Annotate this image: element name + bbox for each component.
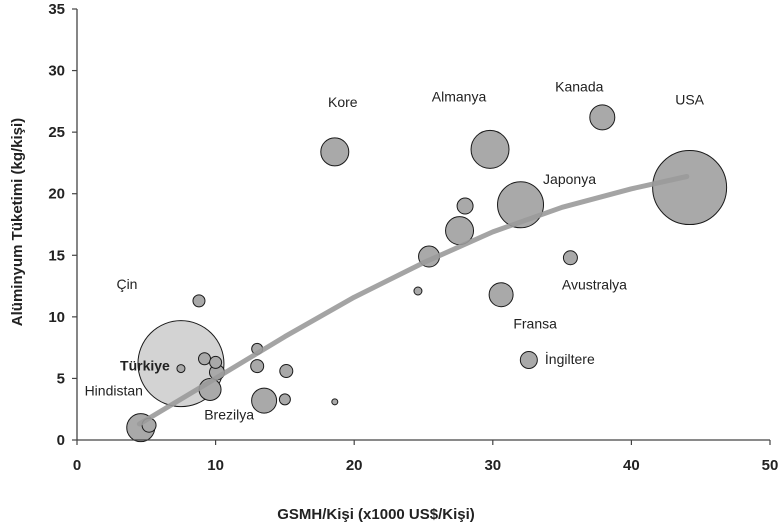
bubble-point bbox=[413, 286, 423, 296]
y-tick-label: 35 bbox=[48, 1, 65, 18]
point-label: Japonya bbox=[543, 171, 596, 187]
point-label: Hindistan bbox=[85, 383, 143, 399]
bubble-point bbox=[562, 250, 578, 266]
y-tick-label: 10 bbox=[48, 309, 65, 326]
point-label: USA bbox=[675, 92, 704, 108]
bubble-point bbox=[198, 352, 212, 366]
x-tick-label: 0 bbox=[73, 457, 81, 474]
y-tick-label: 5 bbox=[57, 370, 65, 387]
point-label: Almanya bbox=[432, 88, 487, 104]
y-tick-label: 20 bbox=[48, 186, 65, 203]
bubble-point bbox=[250, 359, 265, 374]
plot-area: USA Kanada Almanya Kore Japonya Avustralya Fra… bbox=[85, 78, 728, 443]
bubble-point bbox=[278, 393, 291, 406]
point-label: Kanada bbox=[555, 78, 603, 94]
y-tick-label: 30 bbox=[48, 63, 65, 80]
bubble-point bbox=[176, 364, 186, 374]
y-tick-label: 15 bbox=[48, 247, 65, 264]
bubble-point bbox=[192, 294, 206, 308]
trend-line bbox=[136, 174, 690, 427]
point-label: Türkiye bbox=[120, 358, 170, 374]
bubble-point bbox=[209, 355, 223, 369]
bubble-point bbox=[331, 398, 339, 406]
ticks: 0 10 20 30 40 50 0 5 10 15 20 25 30 35 bbox=[48, 1, 778, 474]
bubble-point bbox=[589, 104, 616, 131]
point-label: İngiltere bbox=[545, 350, 595, 367]
point-label: Kore bbox=[328, 94, 358, 110]
bubble-point bbox=[279, 364, 294, 379]
point-label: Brezilya bbox=[204, 407, 254, 423]
bubble-point bbox=[652, 150, 728, 226]
x-tick-label: 10 bbox=[207, 457, 224, 474]
x-axis-title: GSMH/Kişi (x1000 US$/Kişi) bbox=[277, 506, 475, 523]
x-tick-label: 50 bbox=[762, 457, 779, 474]
point-label: Fransa bbox=[513, 316, 557, 332]
bubble-point bbox=[251, 387, 278, 414]
point-label: Çin bbox=[116, 276, 137, 292]
bubble-point bbox=[488, 282, 514, 308]
axes bbox=[76, 9, 770, 441]
bubble-point bbox=[456, 197, 474, 215]
bubble-point bbox=[519, 350, 538, 369]
bubble-point bbox=[320, 137, 350, 167]
y-axis-title: Alüminyum Tüketimi (kg/kişi) bbox=[9, 118, 26, 326]
bubble-point bbox=[470, 129, 510, 169]
y-tick-label: 0 bbox=[57, 432, 65, 449]
x-tick-label: 40 bbox=[623, 457, 640, 474]
y-tick-label: 25 bbox=[48, 124, 65, 141]
point-label: Avustralya bbox=[562, 277, 627, 293]
x-tick-label: 30 bbox=[484, 457, 501, 474]
x-tick-label: 20 bbox=[346, 457, 363, 474]
